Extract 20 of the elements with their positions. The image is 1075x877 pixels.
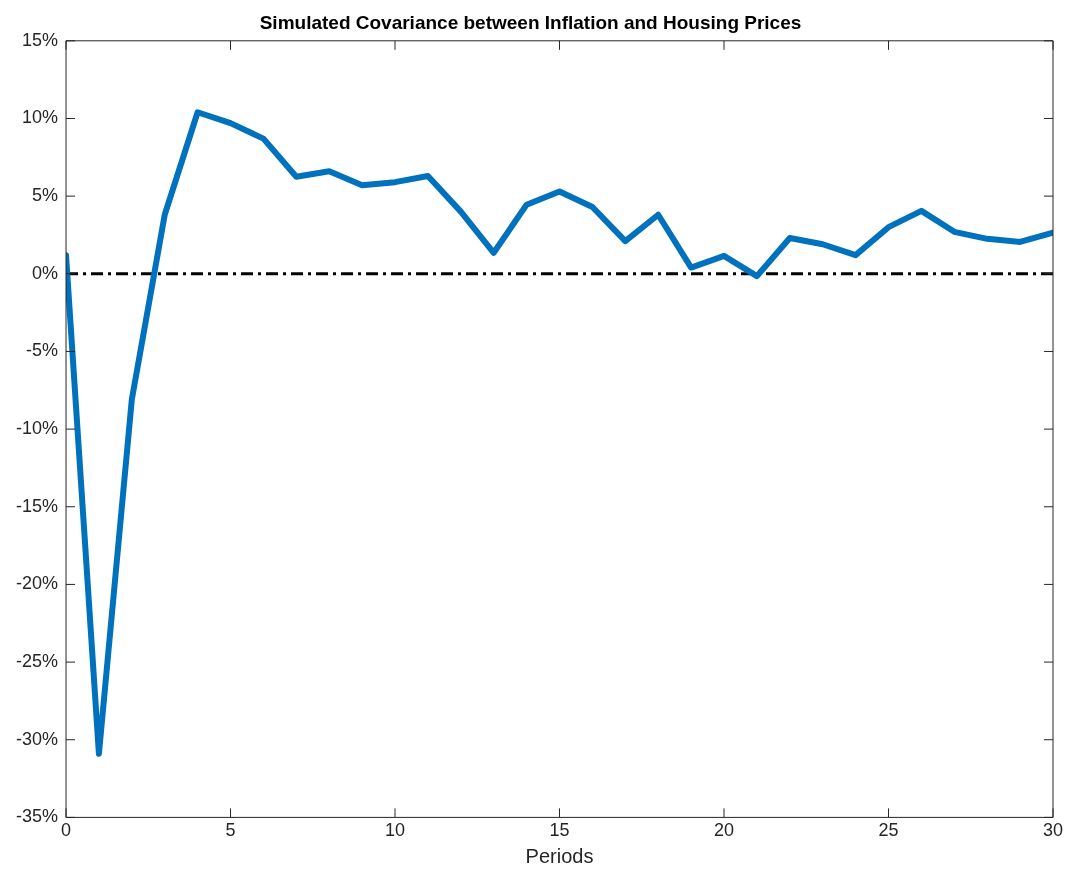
y-tick-label: -15% [15,495,59,516]
x-tick-label: 15 [549,820,570,841]
x-axis-title: Periods [525,844,594,867]
chart-title: Simulated Covariance between Inflation and Housing Prices [259,11,802,33]
y-tick-label: 5% [32,185,59,206]
x-tick-label: 10 [385,820,406,841]
x-tick-label: 30 [1042,820,1064,841]
x-tick-label: 25 [878,820,899,841]
y-tick-label: -35% [15,806,59,827]
x-tick-label: 0 [61,820,72,841]
y-tick-label: -30% [15,728,59,749]
y-tick-label: 0% [32,262,59,283]
y-tick-label: 15% [21,29,59,50]
y-tick-label: -5% [26,340,59,361]
y-tick-label: -25% [15,651,59,672]
y-tick-label: -10% [15,418,59,439]
x-tick-label: 5 [225,820,236,841]
y-tick-label: 10% [21,107,59,128]
y-tick-label: -20% [15,573,59,594]
x-tick-label: 20 [713,820,735,841]
